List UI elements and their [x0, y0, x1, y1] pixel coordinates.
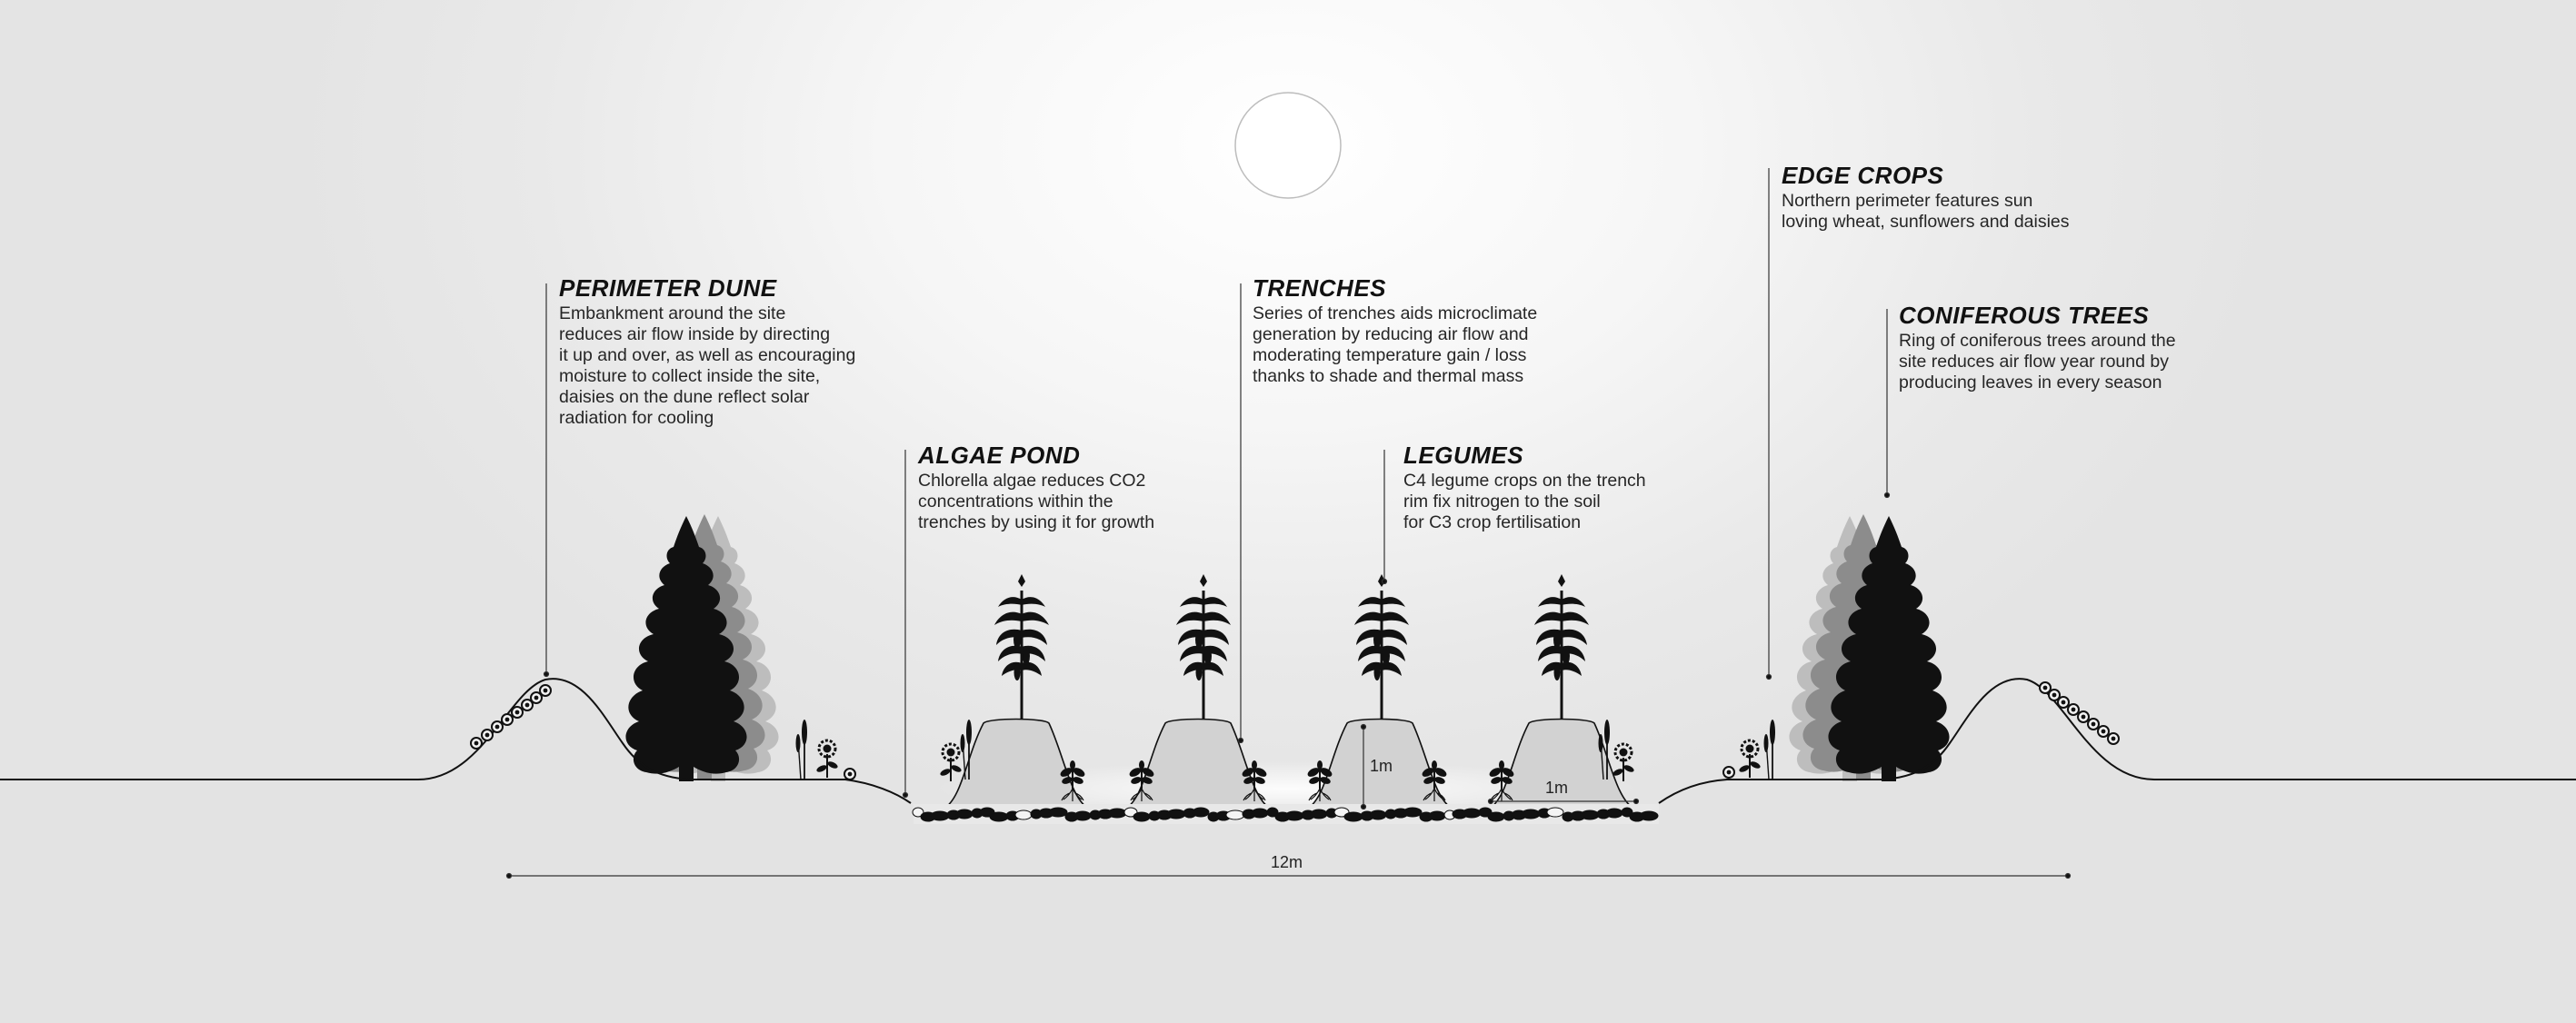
- pebble: [931, 811, 949, 820]
- pebble: [1074, 811, 1091, 820]
- daisy-right: [1723, 767, 1734, 778]
- pebble: [1403, 808, 1422, 817]
- pebble: [1581, 810, 1599, 819]
- label-text: Embankment around the site reduces air f…: [559, 303, 904, 429]
- pebble: [1193, 808, 1209, 817]
- pebble: [1167, 809, 1185, 819]
- maize-plant-3: [1354, 574, 1409, 720]
- pebble: [1285, 811, 1303, 820]
- label-title: LEGUMES: [1403, 443, 1731, 468]
- trench-mound-1: [944, 720, 1089, 809]
- pebble: [1049, 808, 1067, 817]
- dimension-total-label: 12m: [1271, 853, 1303, 872]
- maize-plant-2: [1176, 574, 1231, 720]
- wheat-right: [1764, 720, 1776, 780]
- pebble: [1640, 811, 1658, 820]
- label-edge-crops: EDGE CROPS Northern perimeter features s…: [1782, 164, 2127, 233]
- pebble: [1226, 810, 1244, 819]
- pebble: [1344, 812, 1363, 821]
- sunflower-trench-right: [1612, 744, 1634, 781]
- label-perimeter-dune: PERIMETER DUNE Embankment around the sit…: [559, 276, 904, 429]
- ground-fill: [0, 679, 2576, 1023]
- label-coniferous-trees: CONIFEROUS TREES Ring of coniferous tree…: [1899, 303, 2244, 393]
- pebble: [1370, 810, 1386, 819]
- pebble: [1015, 810, 1032, 819]
- label-title: EDGE CROPS: [1782, 164, 2127, 188]
- label-text: Chlorella algae reduces CO2 concentratio…: [918, 471, 1245, 533]
- pebble: [1488, 812, 1504, 821]
- pebble: [1429, 811, 1445, 820]
- pebble-bed: [913, 804, 1659, 824]
- label-title: ALGAE POND: [918, 443, 1245, 468]
- pebble: [1252, 809, 1268, 818]
- label-title: CONIFEROUS TREES: [1899, 303, 2244, 328]
- sun-icon: [1235, 93, 1341, 198]
- label-trenches: TRENCHES Series of trenches aids microcl…: [1253, 276, 1598, 387]
- pebble: [1311, 809, 1327, 819]
- label-text: Ring of coniferous trees around the site…: [1899, 331, 2244, 393]
- pebble: [1133, 812, 1150, 821]
- pebble: [1108, 809, 1126, 818]
- label-text: Series of trenches aids microclimate gen…: [1253, 303, 1598, 387]
- daisy-left: [844, 769, 855, 780]
- label-legumes: LEGUMES C4 legume crops on the trench ri…: [1403, 443, 1731, 533]
- label-title: PERIMETER DUNE: [559, 276, 904, 301]
- pebble: [1547, 808, 1563, 817]
- label-algae-pond: ALGAE POND Chlorella algae reduces CO2 c…: [918, 443, 1245, 533]
- label-title: TRENCHES: [1253, 276, 1598, 301]
- sunflower-left: [815, 740, 838, 778]
- dimension-height-label: 1m: [1370, 757, 1393, 776]
- dimension-width-label: 1m: [1545, 779, 1568, 798]
- label-text: Northern perimeter features sun loving w…: [1782, 191, 2127, 233]
- pebble: [956, 809, 973, 819]
- pebble: [1463, 809, 1481, 818]
- sunflower-trench-left: [939, 744, 962, 781]
- pebble: [1606, 809, 1622, 818]
- maize-plant-4: [1534, 574, 1589, 720]
- sunflower-right: [1738, 740, 1761, 778]
- maize-plant-1: [994, 574, 1049, 720]
- label-text: C4 legume crops on the trench rim fix ni…: [1403, 471, 1731, 533]
- pebble: [990, 812, 1008, 821]
- wheat-left: [796, 720, 808, 780]
- pebble: [1522, 809, 1540, 819]
